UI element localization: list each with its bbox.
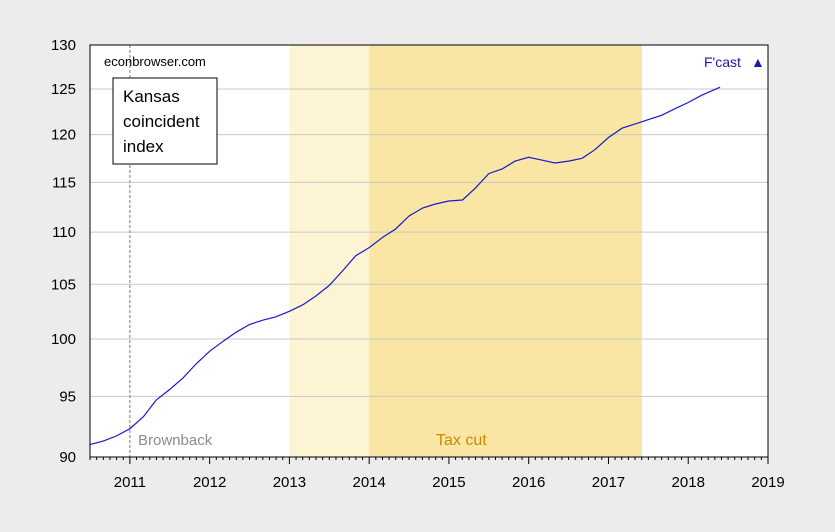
legend-line-2: coincident (123, 112, 200, 131)
shaded-region-2 (369, 45, 642, 457)
series-line-1 (89, 86, 721, 446)
x-tick-label-2014: 2014 (352, 474, 385, 491)
legend-box: Kansas coincident index (112, 77, 218, 165)
y-tick-label-95: 95 (59, 388, 76, 405)
y-tick-label-90: 90 (59, 449, 76, 466)
x-tick-label-2017: 2017 (592, 474, 625, 491)
forecast-triangle-icon: ▲ (751, 54, 765, 70)
x-tick-label-2016: 2016 (512, 474, 545, 491)
shaded-region-1 (289, 45, 370, 457)
shaded-regions (289, 45, 642, 457)
tax-cut-label: Tax cut (436, 432, 487, 449)
y-axis: 90 95 100 105 110 115 120 125 130 (51, 37, 76, 466)
gridlines (90, 88, 768, 397)
y-tick-label-120: 120 (51, 127, 76, 144)
y-tick-label-125: 125 (51, 81, 76, 98)
x-tick-label-2012: 2012 (193, 474, 226, 491)
x-tick-label-2013: 2013 (273, 474, 306, 491)
x-tick-label-2011: 2011 (114, 474, 146, 491)
x-axis: 2011 2012 2013 2014 2015 2016 2017 2018 2019 (89, 457, 785, 491)
series-group (89, 86, 721, 446)
forecast-note: F'cast (704, 54, 741, 70)
y-tick-label-105: 105 (51, 276, 76, 293)
legend-line-3: index (123, 137, 164, 156)
x-tick-label-2018: 2018 (672, 474, 705, 491)
x-tick-label-2015: 2015 (432, 474, 465, 491)
legend-line-1: Kansas (123, 87, 180, 106)
x-tick-label-2019: 2019 (751, 474, 784, 491)
y-tick-label-100: 100 (51, 331, 76, 348)
y-tick-label-130: 130 (51, 37, 76, 54)
y-tick-label-115: 115 (52, 174, 76, 191)
source-note: econbrowser.com (104, 54, 206, 69)
brownback-label: Brownback (138, 432, 213, 449)
y-tick-label-110: 110 (52, 224, 76, 241)
legend-frame (112, 77, 218, 165)
